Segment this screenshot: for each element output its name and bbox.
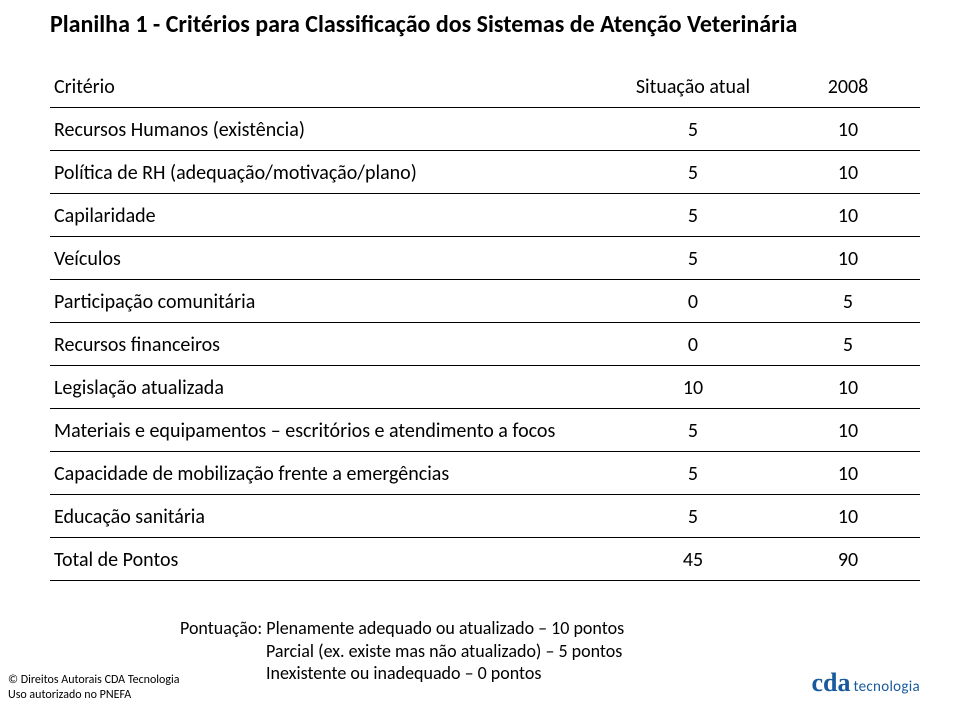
col-header-criterio: Critério bbox=[50, 65, 610, 108]
col-header-2008: 2008 bbox=[780, 65, 920, 108]
row-value-2008: 90 bbox=[780, 538, 920, 581]
footer-logo: cdatecnologia bbox=[811, 668, 920, 698]
criteria-table: Critério Situação atual 2008 Recursos Hu… bbox=[50, 65, 920, 581]
row-value-2008: 10 bbox=[780, 151, 920, 194]
row-value-current: 5 bbox=[610, 495, 780, 538]
row-value-2008: 10 bbox=[780, 237, 920, 280]
row-label: Recursos Humanos (existência) bbox=[50, 108, 610, 151]
row-label: Recursos financeiros bbox=[50, 323, 610, 366]
row-label: Legislação atualizada bbox=[50, 366, 610, 409]
row-value-current: 5 bbox=[610, 194, 780, 237]
row-value-2008: 5 bbox=[780, 280, 920, 323]
table-row: Educação sanitária 5 10 bbox=[50, 495, 920, 538]
logo-text-bold: cda bbox=[811, 668, 850, 698]
footer-copyright: © Direitos Autorais CDA Tecnologia Uso a… bbox=[8, 673, 180, 702]
row-label: Total de Pontos bbox=[50, 538, 610, 581]
row-value-2008: 10 bbox=[780, 495, 920, 538]
row-label: Materiais e equipamentos – escritórios e… bbox=[50, 409, 610, 452]
row-label: Capacidade de mobilização frente a emerg… bbox=[50, 452, 610, 495]
table-row: Política de RH (adequação/motivação/plan… bbox=[50, 151, 920, 194]
row-label: Capilaridade bbox=[50, 194, 610, 237]
row-label: Participação comunitária bbox=[50, 280, 610, 323]
table-row: Capacidade de mobilização frente a emerg… bbox=[50, 452, 920, 495]
row-value-current: 5 bbox=[610, 108, 780, 151]
table-row: Legislação atualizada 10 10 bbox=[50, 366, 920, 409]
logo-text-light: tecnologia bbox=[853, 678, 920, 696]
col-header-situacao: Situação atual bbox=[610, 65, 780, 108]
row-value-current: 10 bbox=[610, 366, 780, 409]
row-value-current: 5 bbox=[610, 452, 780, 495]
table-header-row: Critério Situação atual 2008 bbox=[50, 65, 920, 108]
row-value-2008: 10 bbox=[780, 108, 920, 151]
row-value-2008: 5 bbox=[780, 323, 920, 366]
table-row: Materiais e equipamentos – escritórios e… bbox=[50, 409, 920, 452]
scoring-legend: Pontuação: Plenamente adequado ou atuali… bbox=[180, 617, 920, 685]
copyright-line-1: © Direitos Autorais CDA Tecnologia bbox=[8, 673, 180, 687]
scoring-line-2: Parcial (ex. existe mas não atualizado) … bbox=[266, 640, 920, 663]
table-row: Participação comunitária 0 5 bbox=[50, 280, 920, 323]
table-row: Capilaridade 5 10 bbox=[50, 194, 920, 237]
row-value-current: 5 bbox=[610, 409, 780, 452]
row-value-2008: 10 bbox=[780, 452, 920, 495]
row-value-2008: 10 bbox=[780, 409, 920, 452]
row-label: Educação sanitária bbox=[50, 495, 610, 538]
table-row: Veículos 5 10 bbox=[50, 237, 920, 280]
page-title: Planilha 1 - Critérios para Classificaçã… bbox=[50, 10, 920, 39]
row-label: Veículos bbox=[50, 237, 610, 280]
row-value-2008: 10 bbox=[780, 366, 920, 409]
row-value-current: 0 bbox=[610, 323, 780, 366]
copyright-line-2: Uso autorizado no PNEFA bbox=[8, 688, 180, 702]
scoring-line-1: Pontuação: Plenamente adequado ou atuali… bbox=[180, 617, 920, 640]
row-label: Política de RH (adequação/motivação/plan… bbox=[50, 151, 610, 194]
row-value-2008: 10 bbox=[780, 194, 920, 237]
row-value-current: 0 bbox=[610, 280, 780, 323]
table-row: Recursos financeiros 0 5 bbox=[50, 323, 920, 366]
table-row: Recursos Humanos (existência) 5 10 bbox=[50, 108, 920, 151]
table-row-total: Total de Pontos 45 90 bbox=[50, 538, 920, 581]
row-value-current: 45 bbox=[610, 538, 780, 581]
row-value-current: 5 bbox=[610, 151, 780, 194]
row-value-current: 5 bbox=[610, 237, 780, 280]
